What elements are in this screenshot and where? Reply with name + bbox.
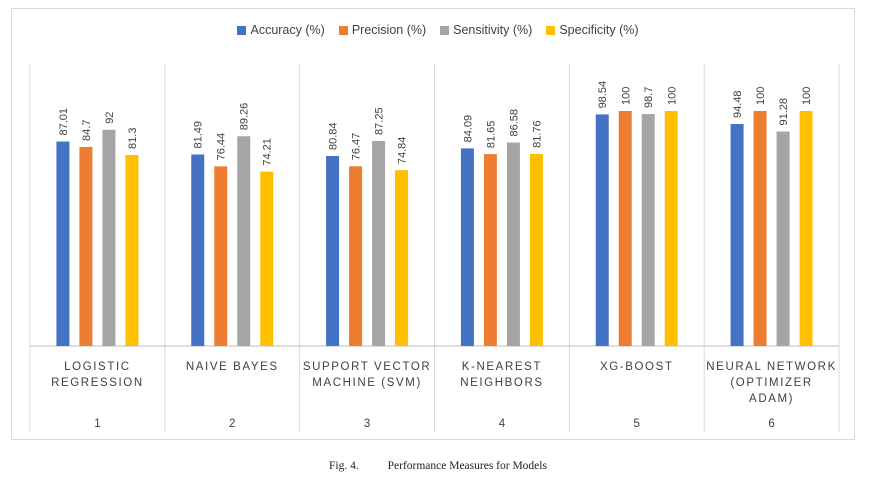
bar bbox=[260, 171, 274, 346]
category-label: NAIVE BAYES bbox=[186, 361, 279, 373]
data-label: 98.7 bbox=[643, 87, 655, 108]
category-label: REGRESSION bbox=[51, 377, 144, 389]
bar bbox=[664, 111, 678, 346]
legend-item: Sensitivity (%) bbox=[440, 23, 532, 37]
data-label: 74.21 bbox=[262, 138, 274, 166]
bar bbox=[730, 123, 744, 346]
legend-label: Precision (%) bbox=[351, 23, 427, 37]
bar bbox=[753, 111, 767, 346]
bar bbox=[79, 146, 93, 346]
bar bbox=[395, 170, 409, 346]
legend-item: Specificity (%) bbox=[546, 23, 639, 37]
legend-label: Accuracy (%) bbox=[250, 23, 325, 37]
category-label: ADAM) bbox=[749, 393, 794, 405]
data-label: 100 bbox=[666, 87, 678, 105]
bar bbox=[483, 154, 497, 346]
category-index: 6 bbox=[768, 418, 774, 430]
data-label: 81.76 bbox=[531, 120, 543, 148]
legend-item: Accuracy (%) bbox=[237, 23, 325, 37]
data-label: 84.7 bbox=[81, 120, 93, 141]
data-label: 100 bbox=[620, 87, 632, 105]
bar bbox=[102, 129, 116, 346]
bar bbox=[506, 142, 520, 346]
data-label: 84.09 bbox=[462, 115, 474, 143]
category-label: NEURAL NETWORK bbox=[706, 361, 837, 373]
category-index: 2 bbox=[229, 418, 235, 430]
caption-figure-number: Fig. 4. bbox=[329, 460, 359, 472]
data-label: 92 bbox=[104, 112, 116, 124]
category-label: NEIGHBORS bbox=[460, 377, 543, 389]
data-label: 76.47 bbox=[351, 133, 363, 161]
bar bbox=[595, 114, 609, 346]
data-label: 74.84 bbox=[397, 137, 409, 165]
bar bbox=[125, 154, 139, 346]
legend-label: Specificity (%) bbox=[559, 23, 639, 37]
data-label: 91.28 bbox=[778, 98, 790, 126]
category-label: K-NEAREST bbox=[462, 361, 542, 373]
category-label: MACHINE (SVM) bbox=[312, 377, 422, 389]
data-label: 81.49 bbox=[193, 121, 205, 149]
data-label: 86.58 bbox=[508, 109, 520, 137]
chart-frame bbox=[11, 8, 855, 440]
data-label: 94.48 bbox=[732, 90, 744, 118]
category-index: 4 bbox=[499, 418, 506, 430]
legend-item: Precision (%) bbox=[338, 23, 427, 37]
bar bbox=[776, 131, 790, 346]
category-index: 3 bbox=[364, 418, 370, 430]
bar bbox=[529, 153, 543, 346]
data-label: 87.01 bbox=[58, 108, 70, 136]
data-label: 81.3 bbox=[127, 128, 139, 149]
data-label: 81.65 bbox=[485, 121, 497, 149]
bar bbox=[349, 166, 363, 346]
bar bbox=[191, 154, 205, 346]
data-label: 98.54 bbox=[597, 81, 609, 109]
bar bbox=[214, 166, 228, 346]
data-label: 89.26 bbox=[239, 103, 251, 131]
bar bbox=[237, 136, 251, 346]
category-label: SUPPORT VECTOR bbox=[303, 361, 431, 373]
category-label: XG-BOOST bbox=[600, 361, 674, 373]
figure-caption: Fig. 4. Performance Measures for Models bbox=[0, 460, 876, 472]
legend-swatch bbox=[237, 25, 247, 35]
legend-label: Sensitivity (%) bbox=[453, 23, 533, 37]
data-label: 100 bbox=[801, 87, 813, 105]
bar bbox=[372, 140, 386, 346]
data-label: 87.25 bbox=[374, 107, 386, 135]
bar bbox=[641, 114, 655, 347]
category-index: 5 bbox=[634, 418, 640, 430]
caption-text: Performance Measures for Models bbox=[387, 460, 547, 472]
bar bbox=[799, 111, 813, 346]
legend-swatch bbox=[338, 25, 348, 35]
category-label: LOGISTIC bbox=[64, 361, 130, 373]
data-label: 80.84 bbox=[328, 122, 340, 150]
bar bbox=[56, 141, 70, 346]
data-label: 76.44 bbox=[216, 133, 228, 161]
legend-swatch bbox=[440, 25, 450, 35]
legend-swatch bbox=[546, 25, 556, 35]
bar bbox=[326, 156, 340, 346]
category-index: 1 bbox=[94, 418, 100, 430]
category-label: (OPTIMIZER bbox=[730, 377, 812, 389]
bar bbox=[618, 111, 632, 346]
bar bbox=[460, 148, 474, 346]
chart-legend: Accuracy (%) Precision (%) Sensitivity (%)… bbox=[0, 23, 876, 37]
data-label: 100 bbox=[755, 87, 767, 105]
